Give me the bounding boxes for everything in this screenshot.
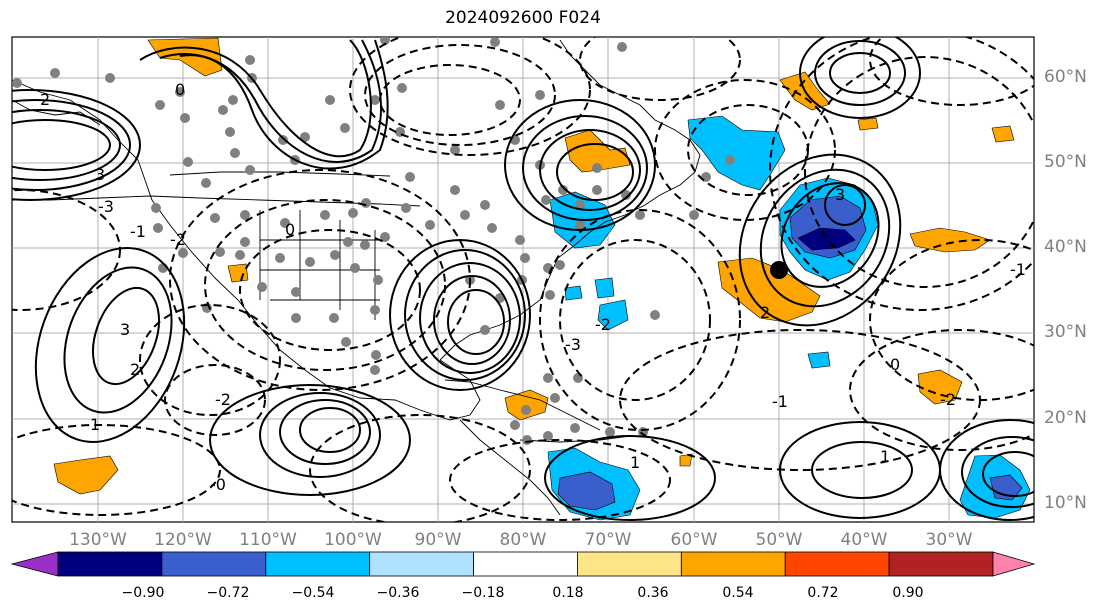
colorbar-segment	[784, 551, 890, 577]
contour-label: -2	[595, 315, 611, 334]
lon-label-70w: 70°W	[584, 530, 632, 550]
colorbar-tick: 0.18	[552, 585, 584, 601]
lon-label-110w: 110°W	[239, 530, 297, 550]
colorbar-extension-low	[10, 551, 59, 577]
lat-label-30n: 30°N	[1044, 322, 1087, 342]
lon-label-90w: 90°W	[414, 530, 462, 550]
contour-labels: 0 2 3 -1 -2 -3 1 -0 3 2 0 -2 1 -1 3 2 -2…	[40, 80, 1026, 494]
colorbar-segment	[57, 551, 163, 577]
lon-label-50w: 50°W	[755, 530, 803, 550]
contour-label: -2	[215, 390, 231, 409]
contour-label: -1	[1010, 260, 1026, 279]
contour-label: -3	[565, 335, 581, 354]
lat-label-10n: 10°N	[1044, 493, 1087, 513]
contour-label: 1	[880, 447, 890, 466]
contour-label: 3	[835, 185, 845, 204]
colorbar-tick: −0.18	[461, 585, 505, 601]
negative-shading	[547, 115, 1031, 521]
colorbar-tick: −0.72	[206, 585, 250, 601]
colorbar-segment	[888, 551, 994, 577]
contour-label: -1	[772, 392, 788, 411]
lat-label-40n: 40°N	[1044, 237, 1087, 257]
contour-label: 2	[40, 90, 50, 109]
contour-label: 1	[90, 415, 100, 434]
colorbar-segment	[473, 551, 578, 577]
colorbar-tick: −0.36	[376, 585, 420, 601]
contour-label: 2	[130, 360, 140, 379]
contour-label: -2	[170, 230, 186, 249]
contour-label: 3	[120, 320, 130, 339]
contour-label: 3	[95, 165, 105, 184]
colorbar-extension-high	[992, 551, 1036, 577]
colorbar-segment	[161, 551, 267, 577]
colorbar-tick: 0.54	[722, 585, 754, 601]
station-dots	[12, 37, 735, 445]
center-marker	[770, 261, 788, 279]
colorbar-segment	[265, 551, 371, 577]
contour-label: 0	[285, 220, 295, 239]
lat-label-50n: 50°N	[1044, 152, 1087, 172]
colorbar	[10, 551, 1036, 577]
lon-label-100w: 100°W	[324, 530, 382, 550]
lon-label-30w: 30°W	[925, 530, 973, 550]
lon-label-80w: 80°W	[499, 530, 547, 550]
contour-label: 1	[630, 453, 640, 472]
lon-label-40w: 40°W	[840, 530, 888, 550]
colorbar-segment	[577, 551, 682, 577]
lat-label-60n: 60°N	[1044, 67, 1087, 87]
contour-label: -2	[940, 390, 956, 409]
contour-label: 0	[890, 355, 900, 374]
colorbar-segment	[369, 551, 474, 577]
lon-label-60w: 60°W	[670, 530, 718, 550]
contour-label: -0	[210, 475, 226, 494]
lon-label-120w: 120°W	[154, 530, 212, 550]
negative-contours	[12, 37, 1034, 522]
contour-label: -3	[98, 197, 114, 216]
contour-label: 0	[175, 80, 185, 99]
lon-label-130w: 130°W	[69, 530, 127, 550]
colorbar-tick: 0.36	[637, 585, 669, 601]
colorbar-tick: −0.90	[121, 585, 165, 601]
colorbar-segment	[680, 551, 786, 577]
lat-label-20n: 20°N	[1044, 408, 1087, 428]
colorbar-tick: 0.90	[892, 585, 924, 601]
contour-label: 2	[760, 303, 770, 322]
colorbar-tick: −0.54	[291, 585, 335, 601]
colorbar-tick: 0.72	[807, 585, 839, 601]
map-title: 2024092600 F024	[445, 8, 601, 28]
contour-label: -1	[130, 222, 146, 241]
